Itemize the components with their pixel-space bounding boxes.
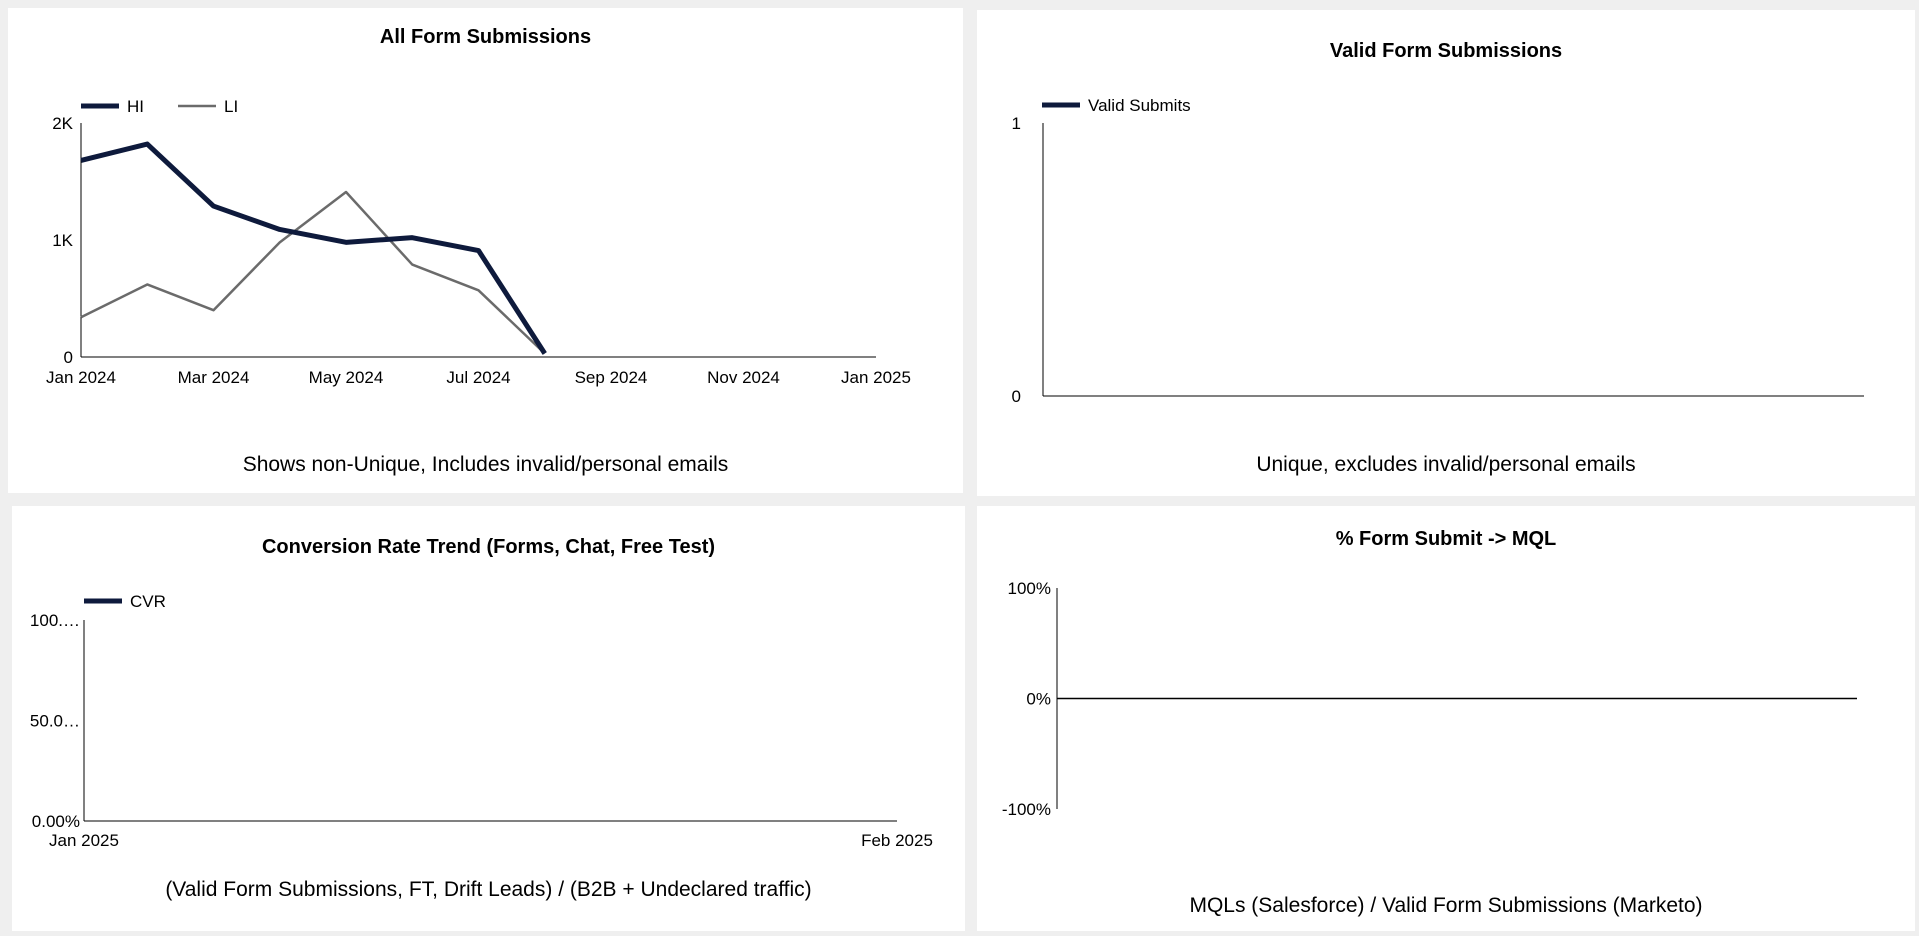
all-form-submissions-chart[interactable]: 0 1K 2K Jan 2024 Mar 2024 May 2024 Jul 2024 Sep… <box>8 8 963 493</box>
legend-label: LI <box>224 97 238 116</box>
series-line-li <box>80 190 546 355</box>
y-tick-label: 0 <box>64 348 73 367</box>
y-tick-label: 2K <box>52 114 73 133</box>
y-tick-label: 1K <box>52 231 73 250</box>
x-tick-label: Mar 2024 <box>178 368 250 387</box>
x-tick-label: Jan 2025 <box>841 368 911 387</box>
x-tick-label: Sep 2024 <box>575 368 648 387</box>
valid-form-submissions-chart[interactable]: 0 1 Valid Submits <box>977 10 1915 496</box>
y-tick-label: 100.… <box>30 611 80 630</box>
x-tick-label: Jul 2024 <box>446 368 510 387</box>
series-line-hi <box>80 141 547 355</box>
x-tick-label: Feb 2025 <box>861 831 933 850</box>
legend-label: CVR <box>130 592 166 611</box>
y-tick-label: 0.00% <box>32 812 80 831</box>
form-submit-to-mql-panel: % Form Submit -> MQL -100% 0% 100% MQLs (S… <box>977 506 1915 931</box>
chart-caption: (Valid Form Submissions, FT, Drift Leads… <box>165 878 812 901</box>
x-tick-label: Jan 2025 <box>49 831 119 850</box>
chart-title: % Form Submit -> MQL <box>1335 528 1557 550</box>
all-form-submissions-panel: All Form Submissions 0 1K 2K Jan 2024 Mar 20… <box>8 8 963 493</box>
chart-title: Valid Form Submissions <box>1329 40 1563 62</box>
conversion-rate-trend-panel: Conversion Rate Trend (Forms, Chat, Free… <box>12 506 965 931</box>
conversion-rate-trend-chart[interactable]: 0.00% 50.0… 100.… Jan 2025 Feb 2025 CVR <box>12 506 965 931</box>
chart-caption: Shows non-Unique, Includes invalid/perso… <box>242 453 729 476</box>
y-tick-label: 0% <box>1026 690 1051 709</box>
y-tick-label: 100% <box>1008 579 1051 598</box>
form-submit-to-mql-chart[interactable]: -100% 0% 100% <box>977 506 1915 931</box>
y-tick-label: 1 <box>1012 114 1021 133</box>
valid-form-submissions-panel: Valid Form Submissions 0 1 Valid Submits U… <box>977 10 1915 496</box>
y-tick-label: 0 <box>1012 387 1021 406</box>
x-tick-label: Jan 2024 <box>46 368 116 387</box>
y-tick-label: -100% <box>1002 800 1051 819</box>
legend-label: HI <box>127 97 144 116</box>
chart-title: All Form Submissions <box>379 26 592 48</box>
chart-title: Conversion Rate Trend (Forms, Chat, Free… <box>261 536 716 558</box>
y-tick-label: 50.0… <box>30 712 80 731</box>
x-tick-label: Nov 2024 <box>707 368 780 387</box>
chart-caption: Unique, excludes invalid/personal emails <box>1256 453 1636 476</box>
chart-caption: MQLs (Salesforce) / Valid Form Submissio… <box>1189 894 1703 917</box>
legend-label: Valid Submits <box>1088 96 1191 115</box>
x-tick-label: May 2024 <box>309 368 384 387</box>
